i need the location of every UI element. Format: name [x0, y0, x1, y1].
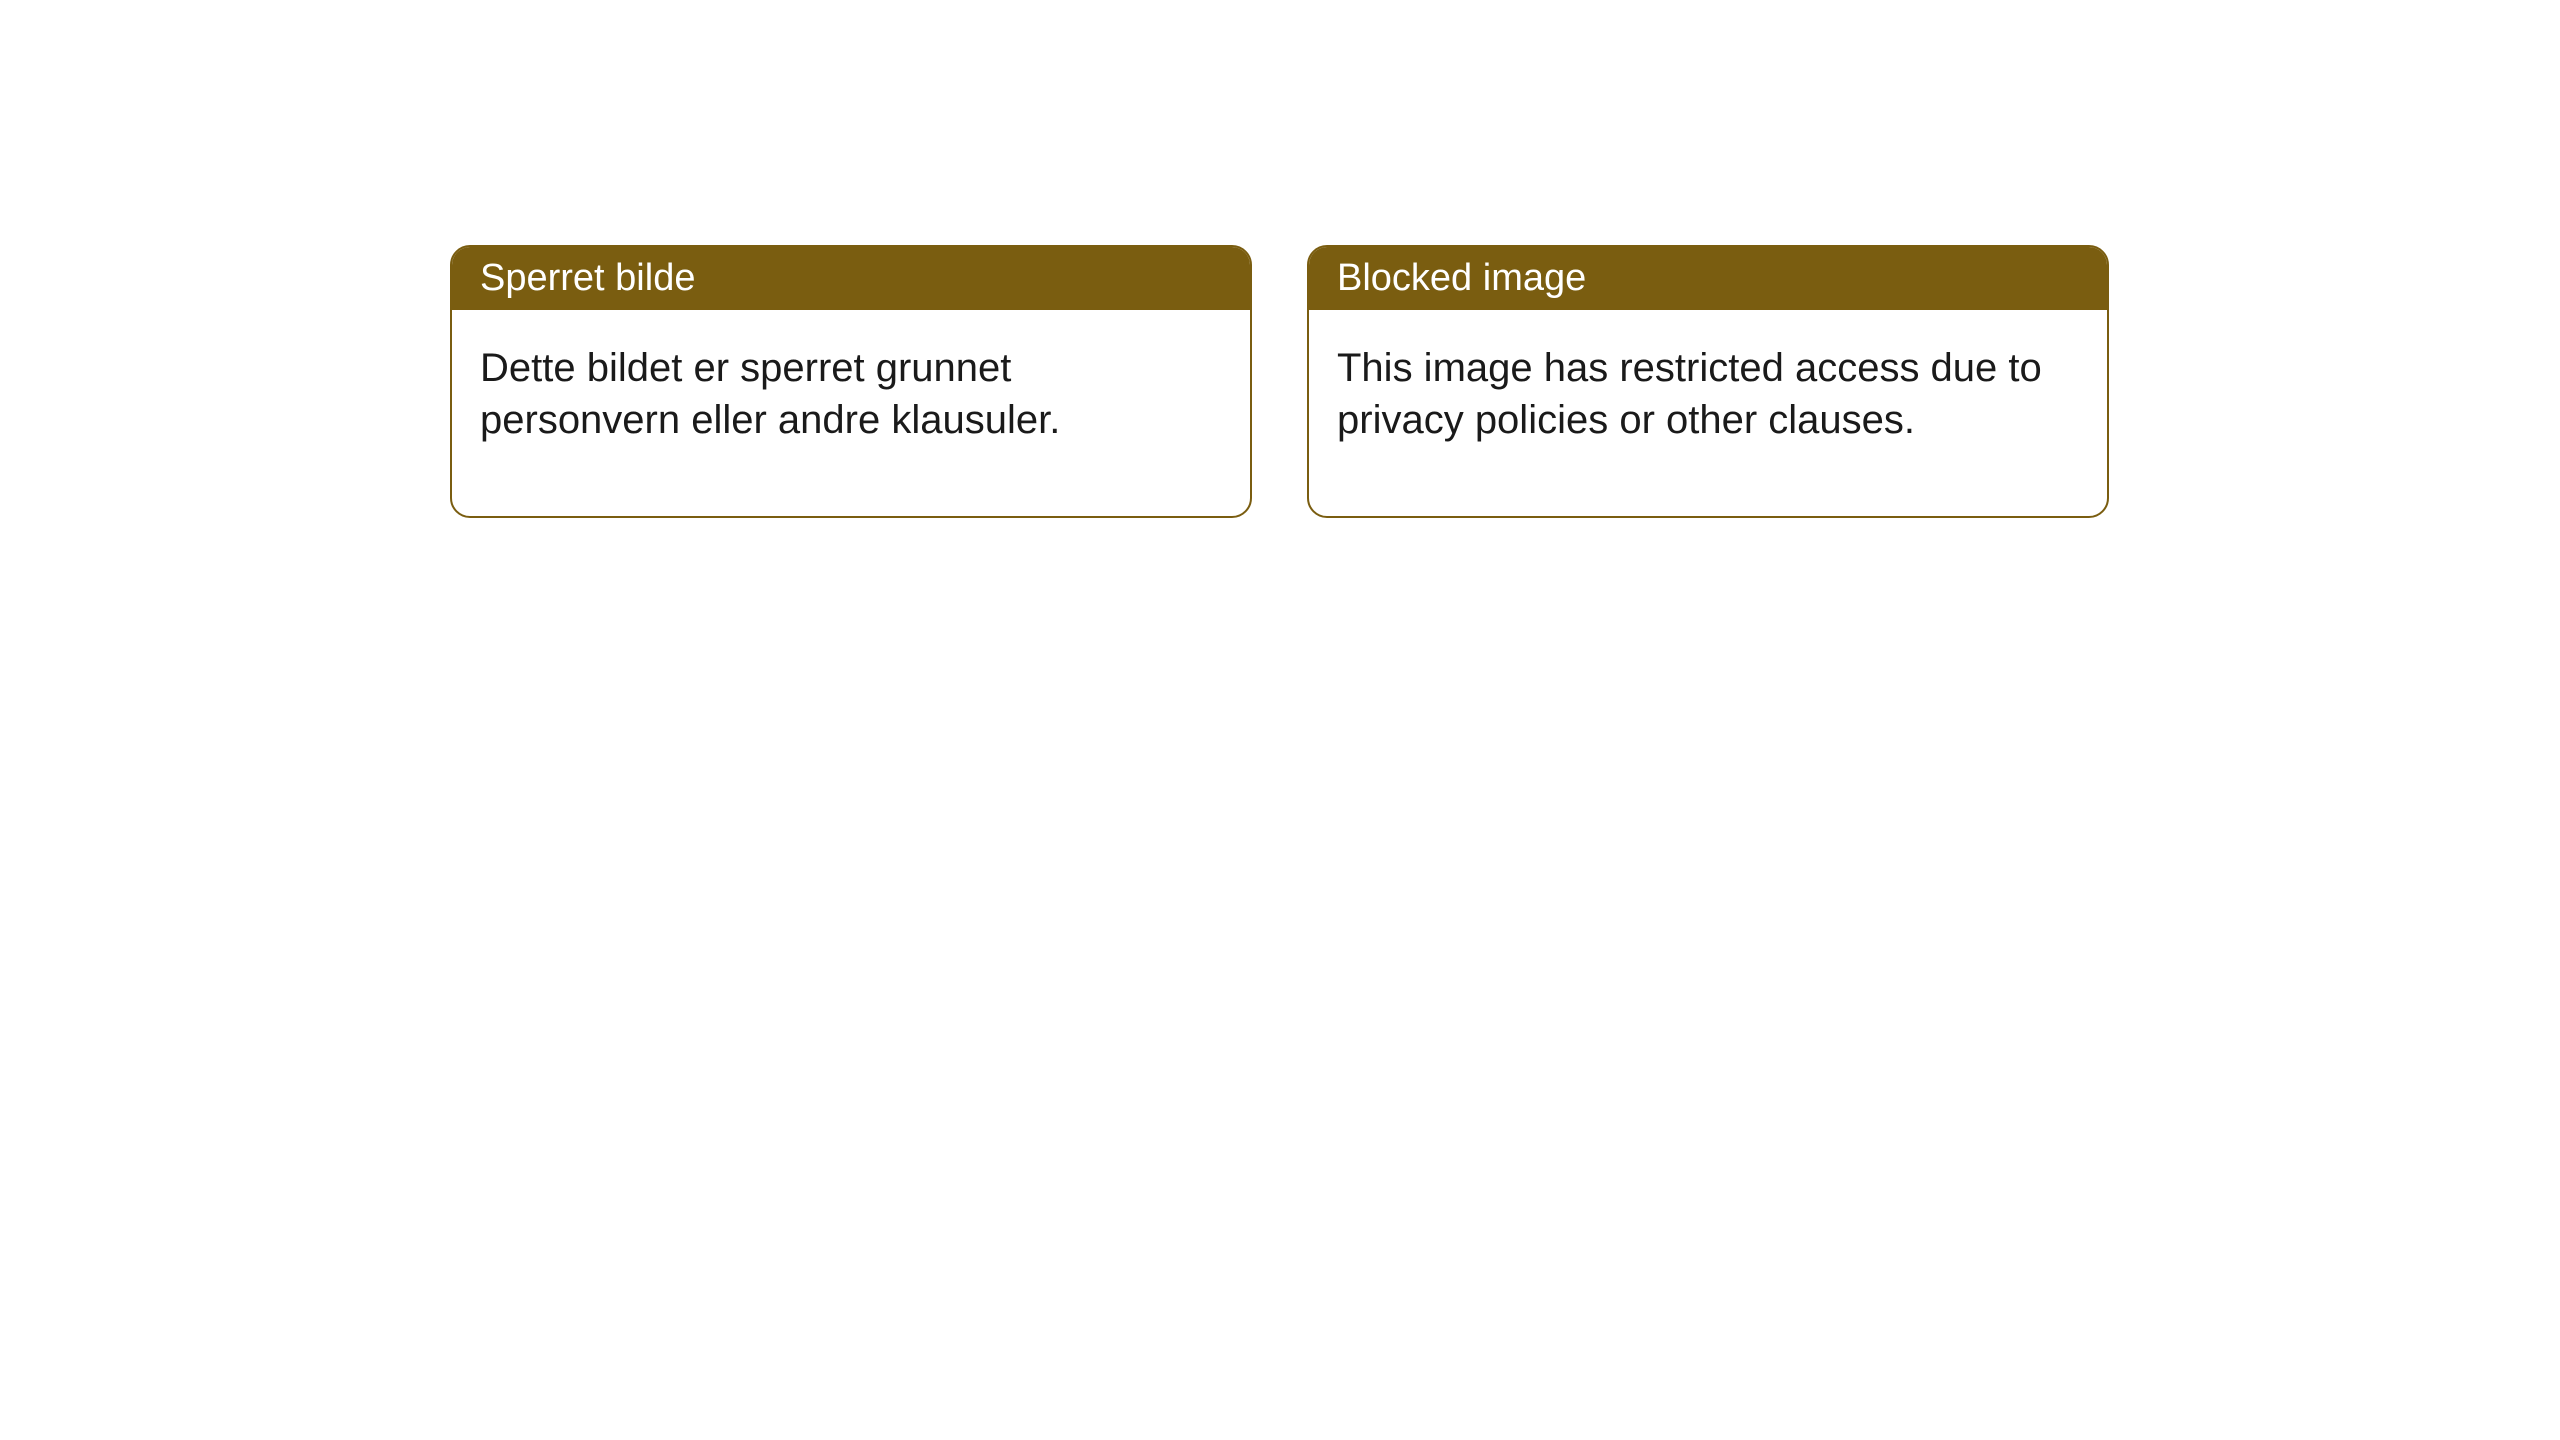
- notice-card-english: Blocked image This image has restricted …: [1307, 245, 2109, 518]
- notice-body-norwegian: Dette bildet er sperret grunnet personve…: [452, 310, 1250, 516]
- notice-title-norwegian: Sperret bilde: [452, 247, 1250, 310]
- notice-title-english: Blocked image: [1309, 247, 2107, 310]
- notice-body-english: This image has restricted access due to …: [1309, 310, 2107, 516]
- notice-container: Sperret bilde Dette bildet er sperret gr…: [450, 245, 2109, 518]
- notice-card-norwegian: Sperret bilde Dette bildet er sperret gr…: [450, 245, 1252, 518]
